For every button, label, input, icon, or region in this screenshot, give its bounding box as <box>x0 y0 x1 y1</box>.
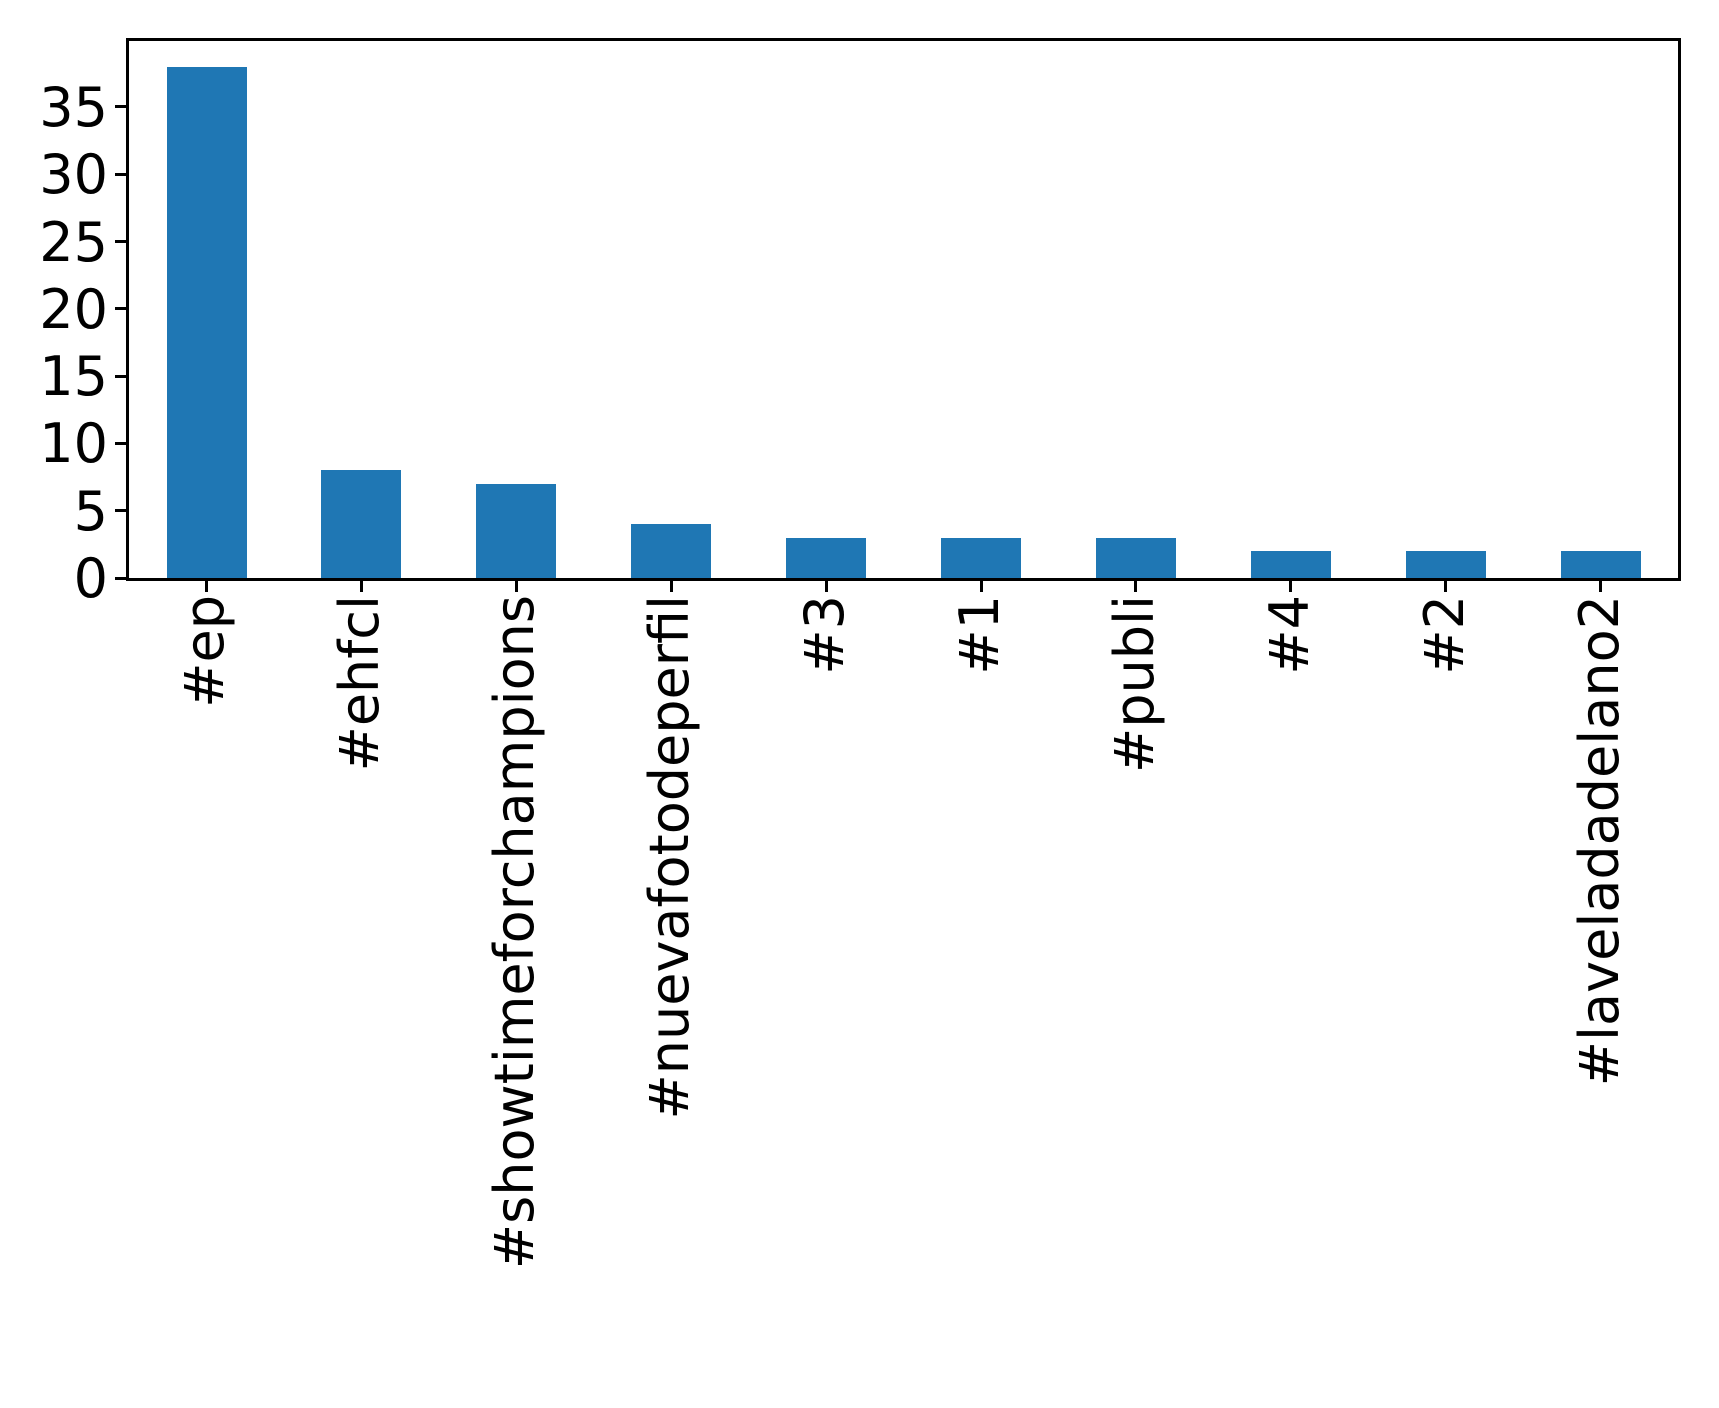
x-tick-label: #4 <box>1257 595 1321 675</box>
y-tick-label: 20 <box>39 277 108 341</box>
x-tick-mark <box>1134 581 1138 592</box>
x-tick-label: #publi <box>1102 595 1166 774</box>
y-tick-label: 10 <box>39 412 108 476</box>
x-tick-label: #nuevafotodeperfil <box>638 595 702 1120</box>
y-tick-label: 5 <box>73 479 108 543</box>
y-tick-mark <box>115 509 126 513</box>
x-tick-mark <box>359 581 363 592</box>
bar <box>476 483 557 578</box>
y-tick-label: 0 <box>73 547 108 610</box>
x-tick-mark <box>1599 581 1602 592</box>
x-tick-mark <box>824 581 828 592</box>
bar <box>631 524 712 578</box>
y-tick-mark <box>115 576 126 580</box>
bar <box>941 537 1021 578</box>
x-tick-label: #laveladadelano2 <box>1567 595 1631 1087</box>
x-tick-label: #3 <box>793 595 857 675</box>
y-tick-label: 30 <box>39 143 108 207</box>
bar <box>1405 551 1486 578</box>
y-tick-mark <box>115 172 126 176</box>
x-tick-mark <box>204 581 208 592</box>
bar <box>1250 551 1331 578</box>
x-tick-mark <box>514 581 518 592</box>
y-tick-mark <box>115 105 126 109</box>
bar <box>166 66 247 578</box>
x-tick-mark <box>1444 581 1448 592</box>
x-tick-mark <box>669 581 673 592</box>
x-tick-mark <box>1289 581 1293 592</box>
x-tick-label: #showtimeforchampions <box>483 595 547 1270</box>
bar <box>1560 551 1641 578</box>
x-tick-label: #ehfcl <box>328 595 392 772</box>
y-tick-label: 15 <box>39 345 108 409</box>
x-tick-label: #2 <box>1412 595 1476 675</box>
bar <box>1095 537 1176 578</box>
bar <box>321 470 402 578</box>
y-tick-mark <box>115 240 126 243</box>
x-tick-label: #1 <box>948 595 1011 675</box>
bar <box>786 537 867 578</box>
x-tick-label: #ep <box>173 595 237 708</box>
plot-area <box>126 38 1681 581</box>
x-tick-mark <box>979 581 983 592</box>
y-tick-mark <box>115 374 126 378</box>
y-tick-label: 35 <box>39 75 108 139</box>
y-tick-mark <box>115 307 126 311</box>
y-tick-mark <box>115 441 126 445</box>
y-tick-label: 25 <box>39 210 108 274</box>
